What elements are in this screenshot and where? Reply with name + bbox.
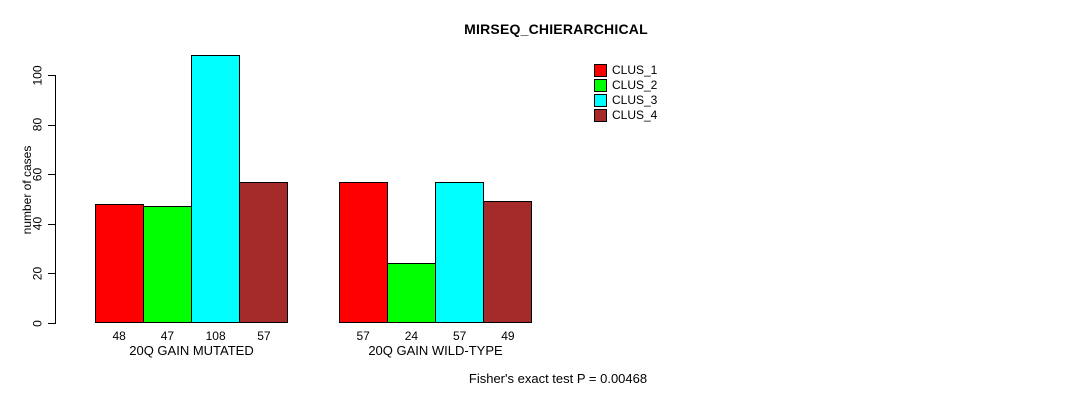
bar-value-row: 57 24 57 49 [339,329,532,343]
y-tick-mark [48,124,56,126]
bar-value-label: 57 [257,329,271,343]
y-tick-mark [48,323,56,324]
bar-value-label: 49 [501,329,515,343]
group-label: 20Q GAIN MUTATED [129,343,254,358]
legend-label: CLUS_4 [612,108,658,122]
legend-item: CLUS_2 [594,79,657,92]
legend-swatch-icon [594,64,607,77]
bar-clus_1-group2 [339,182,388,323]
annotation-text: Fisher's exact test P = 0.00468 [468,371,648,386]
legend-label: CLUS_3 [612,93,658,107]
bar-value-label: 47 [160,329,175,343]
y-tick-label: 20 [30,266,45,281]
legend-swatch-icon [594,109,607,122]
bar-clus_4-group2 [483,201,532,323]
chart-title: MIRSEQ_CHIERARCHICAL [464,21,648,37]
bar-value-label: 108 [205,329,226,343]
y-tick-mark [48,174,56,176]
bar-clus_3-group2 [435,182,484,323]
bar-clus_3-group1 [191,55,240,323]
legend-item: CLUS_4 [594,109,657,122]
bar-value-row: 48 47 108 57 [95,329,288,343]
bar-group [339,182,532,323]
y-tick-mark [48,75,56,76]
bar-value-label: 57 [452,329,467,343]
legend-swatch-icon [594,79,607,92]
bar-clus_4-group1 [239,182,288,323]
legend: CLUS_1 CLUS_2 CLUS_3 CLUS_4 [594,64,657,124]
legend-item: CLUS_3 [594,94,657,107]
group-label: 20Q GAIN WILD-TYPE [368,343,503,358]
y-tick-mark [48,223,56,225]
y-tick-label: 40 [30,217,45,231]
bar-value-label: 24 [404,329,419,343]
y-tick-label: 100 [30,64,45,86]
legend-label: CLUS_2 [612,78,658,92]
bar-value-label: 48 [112,329,126,343]
bar-clus_2-group1 [143,206,192,323]
y-tick-label: 0 [30,319,45,327]
legend-swatch-icon [594,94,607,107]
bar-clus_1-group1 [95,204,144,323]
y-tick-label: 60 [30,167,45,181]
y-axis-line [55,75,56,324]
y-tick-mark [48,273,56,275]
legend-item: CLUS_1 [594,64,657,77]
y-tick-label: 80 [30,117,45,132]
bar-group [95,55,288,323]
bar-value-label: 57 [356,329,370,343]
legend-label: CLUS_1 [612,63,658,77]
bar-clus_2-group2 [387,263,436,323]
